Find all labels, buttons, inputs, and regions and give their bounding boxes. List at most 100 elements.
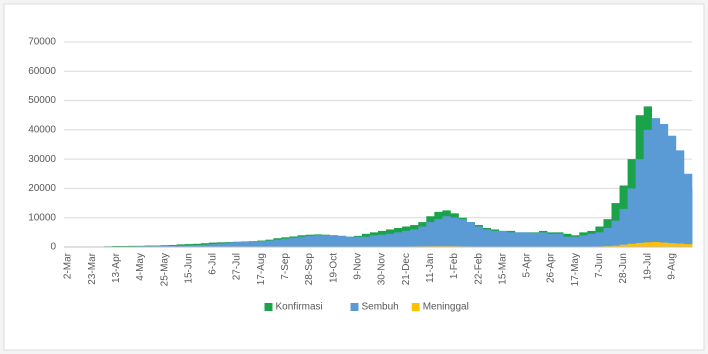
bar [667, 135, 677, 247]
bar [233, 242, 242, 247]
bar [635, 159, 644, 247]
bar [160, 245, 169, 247]
legend-swatch [264, 303, 273, 311]
bar [611, 245, 620, 247]
bar [305, 235, 314, 247]
bar [257, 241, 266, 247]
bar [434, 219, 443, 247]
y-tick-label: 0 [50, 242, 56, 253]
bar [369, 235, 379, 247]
legend-label: Meninggal [423, 302, 469, 313]
bar [627, 188, 636, 247]
y-tick-label: 20000 [28, 183, 56, 194]
legend-swatch [411, 303, 420, 311]
y-tick-label: 40000 [28, 124, 56, 135]
y-tick-label: 60000 [28, 66, 56, 77]
bar [281, 238, 290, 247]
bar [619, 208, 628, 247]
bar [265, 240, 274, 247]
y-tick-label: 10000 [28, 212, 56, 223]
bar [490, 230, 500, 247]
bar [442, 216, 451, 247]
x-tick-label: 9-Nov [353, 253, 364, 280]
x-tick-label: 7-Sep [280, 253, 291, 280]
bar [241, 241, 250, 247]
bar [474, 226, 483, 247]
bar [651, 118, 661, 248]
x-tick-label: 15-Jun [183, 253, 194, 284]
bar [200, 244, 210, 247]
legend-label: Konfirmasi [276, 302, 323, 313]
bar [619, 244, 628, 247]
x-tick-label: 17-May [570, 253, 581, 286]
bar [450, 217, 459, 247]
bar [378, 234, 387, 247]
x-tick-label: 22-Feb [473, 253, 484, 285]
bar [458, 219, 467, 247]
bar [466, 222, 475, 247]
bar [555, 233, 564, 247]
x-tick-label: 19-Jul [642, 253, 653, 280]
bar [595, 232, 604, 247]
x-tick-label: 17-Aug [256, 253, 267, 285]
x-tick-label: 25-May [159, 253, 170, 286]
x-tick-label: 26-Apr [546, 252, 557, 283]
bar [192, 244, 202, 247]
bar [530, 232, 540, 247]
bar [683, 173, 693, 247]
x-tick-label: 21-Dec [401, 253, 412, 285]
x-tick-label: 27-Jul [232, 253, 243, 280]
legend-label: Sembuh [362, 302, 399, 313]
bar [643, 129, 653, 247]
bar [651, 242, 661, 247]
bar [321, 235, 330, 247]
x-tick-label: 13-Apr [111, 252, 122, 283]
x-tick-label: 30-Nov [377, 253, 388, 285]
bar [635, 242, 644, 247]
bar [571, 236, 580, 247]
bar [329, 235, 339, 247]
x-tick-label: 4-May [135, 253, 146, 281]
bar [225, 242, 234, 247]
bar [659, 242, 669, 247]
x-tick-label: 28-Jun [618, 253, 629, 284]
bar [112, 245, 121, 247]
x-tick-label: 5-Apr [522, 252, 533, 277]
bar [514, 232, 524, 247]
bar [313, 235, 322, 247]
bar [345, 236, 355, 247]
bar [547, 233, 556, 247]
x-tick-label: 11-Jan [425, 253, 436, 283]
bar [498, 230, 508, 247]
x-tick-label: 1-Feb [449, 253, 460, 280]
bar [482, 229, 492, 247]
bar [249, 241, 258, 247]
bar [683, 244, 693, 247]
y-tick-label: 70000 [28, 37, 56, 48]
bar [659, 124, 669, 247]
x-tick-label: 23-Mar [87, 252, 98, 284]
bar [168, 245, 178, 247]
x-tick-label: 7-Jun [594, 253, 605, 278]
y-tick-label: 30000 [28, 154, 56, 165]
bar [426, 222, 435, 247]
bar [337, 235, 347, 247]
bar [386, 233, 395, 247]
bar [603, 227, 612, 247]
bar [587, 233, 596, 247]
bar [522, 232, 532, 247]
x-tick-label: 6-Jul [208, 253, 219, 275]
bar [361, 236, 371, 247]
bar [611, 220, 620, 247]
x-tick-label: 15-Mar [497, 252, 508, 284]
legend-swatch [350, 303, 359, 311]
bar [289, 237, 298, 247]
x-tick-label: 2-Mar [63, 252, 74, 279]
bar [216, 243, 226, 247]
bar [410, 229, 419, 247]
bar [394, 232, 403, 247]
x-tick-label: 9-Aug [667, 253, 678, 280]
bar [627, 243, 636, 247]
